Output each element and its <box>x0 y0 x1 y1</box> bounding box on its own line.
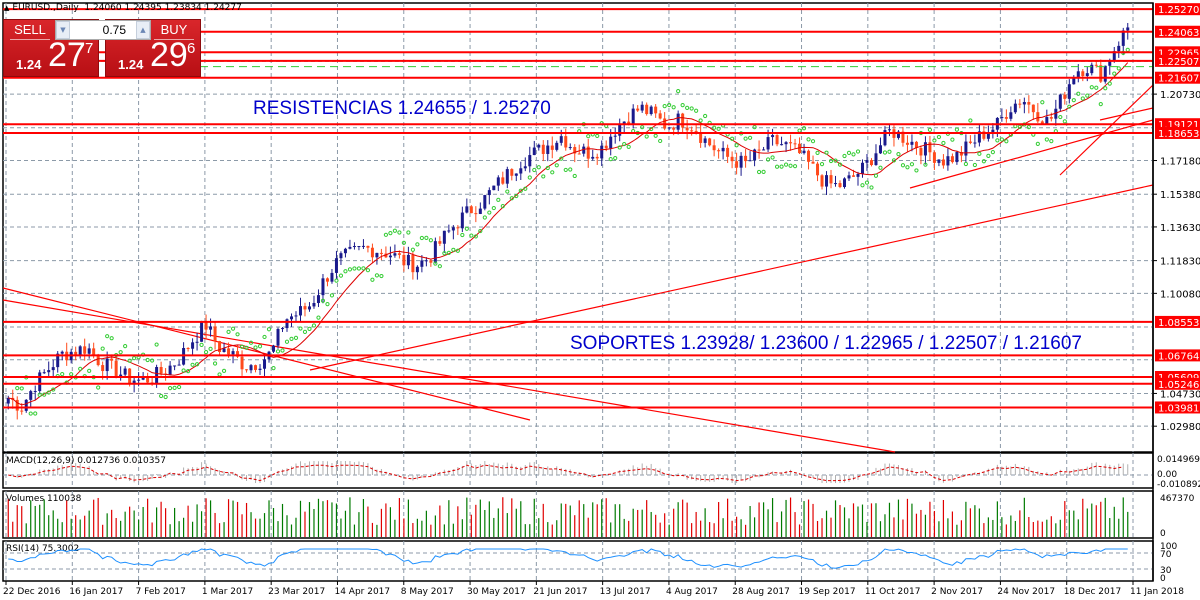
time-axis-label: 24 Nov 2017 <box>997 587 1055 597</box>
sell-label: SELL <box>10 22 50 40</box>
macd-axis-tick: 0.014969 <box>1157 455 1200 465</box>
sell-price-fraction: 7 <box>85 40 94 57</box>
trendline[interactable] <box>2 287 531 421</box>
price-axis-tick: 1.11830 <box>1160 257 1200 268</box>
price-axis-tick: 1.04730 <box>1160 389 1200 400</box>
time-axis-label: 4 Aug 2017 <box>666 587 718 597</box>
time-axis-label: 1 Mar 2017 <box>202 587 253 597</box>
svg-text:1.08553: 1.08553 <box>1158 318 1199 329</box>
time-axis-label: 11 Jan 2018 <box>1130 587 1184 597</box>
svg-text:1.24063: 1.24063 <box>1158 28 1199 39</box>
macd-axis-tick: 0.00 <box>1157 470 1177 480</box>
time-axis-label: 8 May 2017 <box>401 587 454 597</box>
decrease-lot-arrow-icon[interactable]: ▼ <box>56 21 70 39</box>
level-price-tag <box>1155 3 1200 16</box>
macd-signal-line <box>8 464 1124 482</box>
resistances-annotation: RESISTENCIAS 1.24655 / 1.25270 <box>253 98 551 119</box>
one-click-trading-panel: SELL 1.24 27 7 BUY 1.24 29 6 ▼ ▲ <box>3 19 201 77</box>
moving-average-line <box>8 62 1129 406</box>
level-price-tag <box>1155 315 1200 328</box>
buy-price-prefix: 1.24 <box>118 57 144 72</box>
rsi-line <box>8 548 1128 569</box>
price-axis-tick: 1.20730 <box>1160 90 1200 101</box>
price-axis-tick: 1.02980 <box>1160 422 1200 433</box>
sell-price-prefix: 1.24 <box>16 57 42 72</box>
level-price-tag <box>1155 377 1200 390</box>
time-axis-label: 2 Nov 2017 <box>931 587 983 597</box>
price-axis-tick: 1.17180 <box>1160 157 1200 168</box>
time-axis-label: 21 Jun 2017 <box>533 587 587 597</box>
svg-text:1.25270: 1.25270 <box>1158 5 1199 16</box>
collapse-triangle-icon[interactable]: ▲ <box>4 4 10 12</box>
time-axis-label: 23 Mar 2017 <box>268 587 325 597</box>
trendline[interactable] <box>1059 84 1154 176</box>
time-axis-label: 19 Sep 2017 <box>799 587 856 597</box>
svg-text:1.06764: 1.06764 <box>1158 351 1199 362</box>
parabolic-sar-dots <box>15 47 1130 416</box>
time-axis-label: 13 Jul 2017 <box>600 587 651 597</box>
rsi-axis-tick: 30 <box>1160 566 1172 576</box>
macd-axis-tick: -0.010892 <box>1157 480 1200 490</box>
trendline[interactable] <box>309 184 1154 371</box>
level-price-tag <box>1155 401 1200 414</box>
time-axis-label: 11 Oct 2017 <box>865 587 921 597</box>
price-axis-tick: 1.10080 <box>1160 289 1200 300</box>
trendline[interactable] <box>1099 107 1154 121</box>
level-price-tag <box>1155 349 1200 362</box>
buy-label: BUY <box>154 22 194 40</box>
lot-size-stepper[interactable]: ▼ ▲ <box>55 20 151 40</box>
rsi-axis-tick: 100 <box>1160 542 1177 552</box>
time-axis-label: 22 Dec 2016 <box>3 587 61 597</box>
level-price-tag <box>1155 126 1200 139</box>
level-price-tag <box>1155 25 1200 38</box>
svg-text:1.22965: 1.22965 <box>1158 48 1199 59</box>
supports-annotation: SOPORTES 1.23928/ 1.23600 / 1.22965 / 1.… <box>570 333 1082 354</box>
rsi-axis-tick: 70 <box>1160 550 1172 560</box>
price-axis-tick: 1.15380 <box>1160 190 1200 201</box>
panel-border <box>2 490 1154 539</box>
svg-text:1.03981: 1.03981 <box>1158 403 1199 414</box>
candlesticks <box>6 22 1130 420</box>
macd-label: MACD(12,26,9) 0.012736 0.010357 <box>6 456 166 466</box>
level-price-tag <box>1155 54 1200 67</box>
lot-size-input[interactable] <box>70 21 130 39</box>
buy-price-pips: 29 <box>150 36 188 74</box>
volumes-label: Volumes 110038 <box>6 494 82 504</box>
time-axis-label: 7 Feb 2017 <box>136 587 186 597</box>
price-axis-tick: 1.13630 <box>1160 223 1200 234</box>
trendline[interactable] <box>909 119 1154 189</box>
symbol: EURUSD. <box>12 3 54 13</box>
chart-title: ▲ EURUSD.,Daily 1.24060 1.24395 1.23834 1… <box>4 3 242 13</box>
buy-price-fraction: 6 <box>187 40 196 57</box>
volume-axis-tick: 0 <box>1160 529 1166 539</box>
time-axis-label: 28 Aug 2017 <box>732 587 790 597</box>
time-axis-label: 14 Apr 2017 <box>334 587 390 597</box>
time-axis-label: 16 Jan 2017 <box>69 587 123 597</box>
ohlc-values: 1.24060 1.24395 1.23834 1.24277 <box>84 3 242 13</box>
sell-price-pips: 27 <box>48 36 86 74</box>
panel-border <box>2 452 1154 489</box>
timeframe: Daily <box>55 3 79 13</box>
svg-text:1.19121: 1.19121 <box>1158 120 1199 131</box>
time-axis-label: 30 May 2017 <box>467 587 526 597</box>
svg-text:1.18653: 1.18653 <box>1158 129 1199 140</box>
svg-text:1.22507: 1.22507 <box>1158 57 1199 68</box>
svg-text:1.21607: 1.21607 <box>1158 74 1199 85</box>
volume-axis-tick: 467370 <box>1160 494 1195 504</box>
level-price-tag <box>1155 71 1200 84</box>
svg-text:1.05246: 1.05246 <box>1158 380 1199 391</box>
panel-border <box>2 540 1154 582</box>
increase-lot-arrow-icon[interactable]: ▲ <box>136 21 150 39</box>
rsi-axis-tick: 0 <box>1160 574 1166 584</box>
time-axis-label: 18 Dec 2017 <box>1064 587 1122 597</box>
rsi-label: RSI(14) 75.3002 <box>6 544 79 554</box>
